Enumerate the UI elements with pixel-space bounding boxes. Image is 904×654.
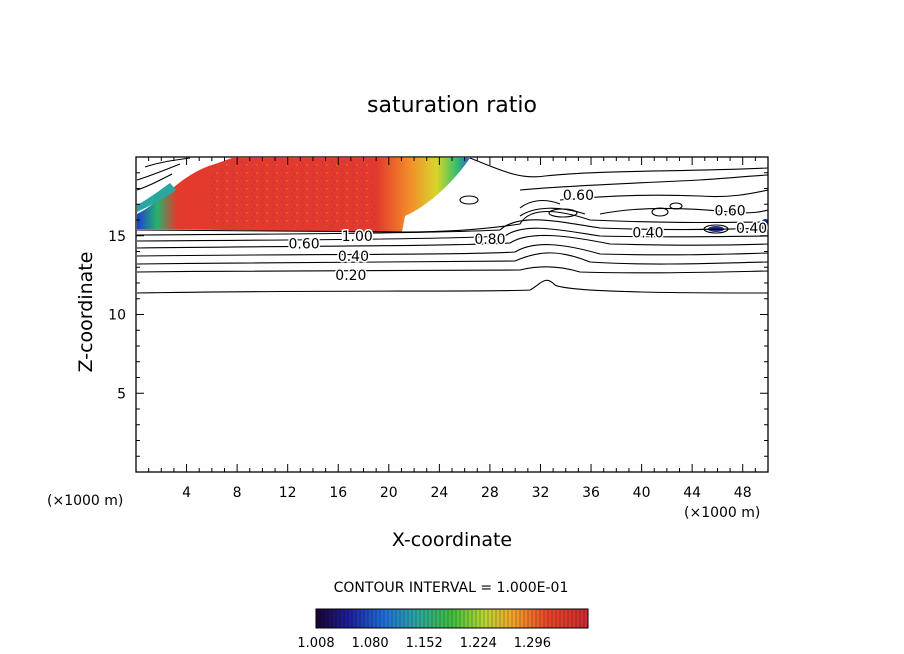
contour-label: 0.20 [335,268,366,284]
x-tick-label: 16 [329,485,347,501]
colorbar-tick-label: 1.152 [406,636,443,651]
colorbar-ticks: 1.008 1.080 1.152 1.224 1.296 [297,636,551,651]
contour-label: 0.80 [474,232,505,248]
x-tick-label: 32 [532,485,550,501]
x-tick-label: 36 [582,485,600,501]
x-tick-label: 48 [734,485,752,501]
x-tick-label: 24 [430,485,448,501]
colorbar-tick-label: 1.080 [351,636,388,651]
contour-label: 0.60 [289,237,320,253]
contour-label: 0.40 [632,226,663,242]
y-tick-label: 5 [117,386,126,402]
y-axis-unit: (×1000 m) [47,493,123,509]
y-axis-ticks: 5 10 15 [108,229,768,402]
contour-label: 0.40 [736,221,767,237]
y-axis-label: Z-coordinate [75,252,97,373]
x-tick-label: 4 [182,485,191,501]
contour-label: 0.60 [714,204,745,220]
colorbar-tick-label: 1.224 [460,636,497,651]
colorbar-tick-label: 1.008 [297,636,334,651]
supersaturation-speckle [207,160,376,228]
colorbar-segments [319,609,585,628]
contour-labels: 1.000.600.400.200.800.600.400.600.40 [287,186,769,285]
chart-title: saturation ratio [367,93,537,118]
x-tick-label: 8 [233,485,242,501]
plot-area [136,157,768,294]
x-axis-ticks: 4 8 12 16 20 24 28 32 36 40 44 48 [182,157,752,501]
x-tick-label: 12 [279,485,297,501]
colorbar [315,608,589,629]
x-axis-label: X-coordinate [392,529,512,551]
x-tick-label: 28 [481,485,499,501]
x-tick-label: 20 [380,485,398,501]
x-axis-unit: (×1000 m) [684,505,760,521]
contour-interval-text: CONTOUR INTERVAL = 1.000E-01 [334,580,569,596]
y-tick-label: 15 [108,229,126,245]
y-tick-label: 10 [108,308,126,324]
x-tick-label: 40 [633,485,651,501]
contour-label: 0.40 [338,249,369,265]
region-edge-small [137,183,176,212]
contour-label: 0.60 [563,188,594,204]
contour-lines [136,157,768,294]
x-tick-label: 44 [683,485,701,501]
minor-ticks [136,157,768,472]
contour-label: 1.00 [342,229,373,245]
colorbar-tick-label: 1.296 [514,636,551,651]
